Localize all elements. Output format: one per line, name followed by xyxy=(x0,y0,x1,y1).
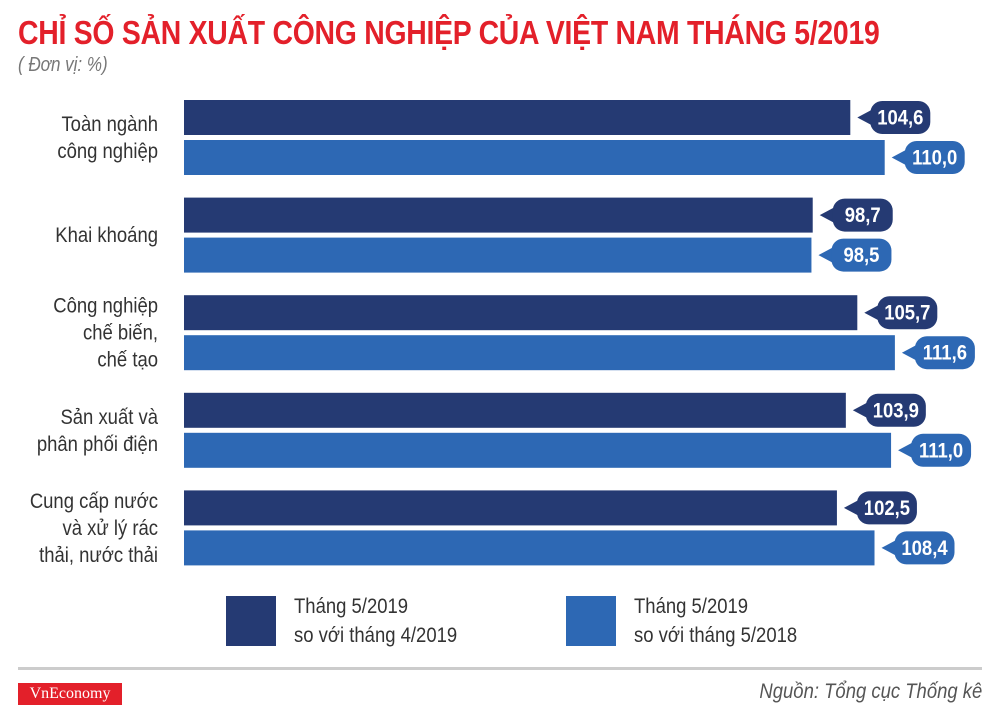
value-callout-pointer xyxy=(891,149,907,166)
source-note: Nguồn: Tổng cục Thống kê xyxy=(759,680,982,703)
unit-label: ( Đơn vị: %) xyxy=(18,54,108,76)
data-label: 105,7 xyxy=(884,302,930,325)
category-label: công nghiệp xyxy=(57,140,158,163)
legend-label: Tháng 5/2019 xyxy=(634,595,749,618)
data-label: 108,4 xyxy=(901,537,947,560)
vneconomy-logo: VnEconomy xyxy=(18,683,122,705)
category-label: phân phối điện xyxy=(37,433,158,456)
data-label: 111,0 xyxy=(919,439,963,462)
value-callout xyxy=(914,336,975,370)
value-callout xyxy=(894,531,955,565)
legend-label: Tháng 5/2019 xyxy=(294,595,409,618)
data-label: 103,9 xyxy=(873,399,919,422)
value-callout-pointer xyxy=(819,207,835,224)
data-label: 111,6 xyxy=(923,342,967,365)
category-label: và xử lý rác xyxy=(63,517,159,540)
value-callout xyxy=(865,393,926,427)
bar xyxy=(184,432,892,468)
category-label: chế biến, xyxy=(83,322,158,345)
bar xyxy=(184,100,851,135)
value-callout-pointer xyxy=(901,344,917,361)
value-callout-pointer xyxy=(843,499,859,516)
bar xyxy=(184,295,858,331)
data-label: 110,0 xyxy=(912,146,957,169)
value-callout xyxy=(877,296,938,330)
value-callout xyxy=(832,198,893,232)
category-label: thải, nước thải xyxy=(39,544,158,567)
value-callout xyxy=(911,433,972,467)
category-label: Sản xuất và xyxy=(60,406,158,429)
value-callout xyxy=(856,491,917,525)
bar xyxy=(184,490,837,526)
value-callout-pointer xyxy=(818,247,834,264)
legend-item-1: Tháng 5/2019 so với tháng 4/2019 xyxy=(226,595,479,650)
legend-swatch xyxy=(566,596,616,646)
category-label: Toàn ngành xyxy=(61,113,158,136)
value-callout xyxy=(831,238,892,272)
legend-label: so với tháng 4/2019 xyxy=(294,624,458,647)
bar xyxy=(184,335,895,371)
bar xyxy=(184,140,885,175)
data-label: 102,5 xyxy=(864,497,910,520)
value-callout xyxy=(870,101,931,134)
category-label: chế tạo xyxy=(97,349,158,372)
category-label: Khai khoáng xyxy=(55,224,158,247)
bar xyxy=(184,197,813,233)
legend-item-2: Tháng 5/2019 so với tháng 5/2018 xyxy=(566,595,819,650)
category-label: Công nghiệp xyxy=(53,295,158,318)
value-callout xyxy=(904,141,965,174)
chart-title: CHỈ SỐ SẢN XUẤT CÔNG NGHIỆP CỦA VIỆT NAM… xyxy=(18,14,880,51)
bar xyxy=(184,237,812,273)
bar xyxy=(184,392,846,428)
legend-swatch xyxy=(226,596,276,646)
data-label: 98,5 xyxy=(843,244,879,267)
data-label: 98,7 xyxy=(845,204,881,227)
data-label: 104,6 xyxy=(877,106,923,129)
value-callout-pointer xyxy=(864,304,880,321)
value-callout-pointer xyxy=(881,539,897,556)
value-callout-pointer xyxy=(898,442,914,459)
bar xyxy=(184,530,875,566)
value-callout-pointer xyxy=(857,109,873,126)
bar-chart: Toàn ngành công nghiệp 104,6 110,0 Khai khoá… xyxy=(30,100,975,567)
category-label: Cung cấp nước xyxy=(30,490,158,513)
value-callout-pointer xyxy=(852,402,868,419)
divider xyxy=(18,667,982,670)
legend-label: so với tháng 5/2018 xyxy=(634,624,798,647)
